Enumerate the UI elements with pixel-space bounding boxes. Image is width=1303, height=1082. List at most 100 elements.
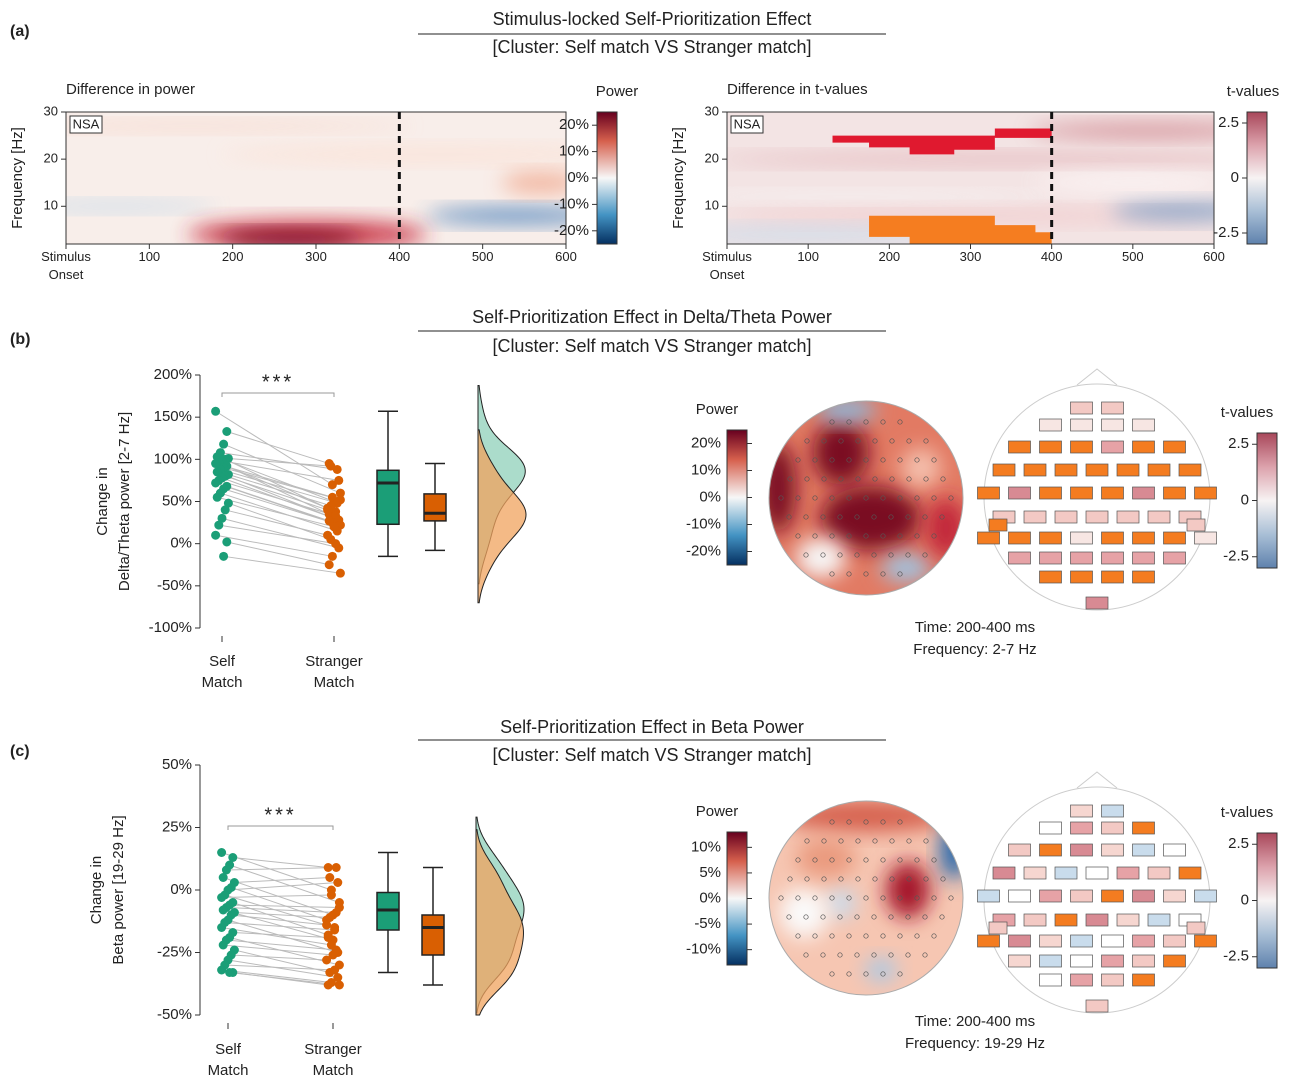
y-tick-label: 30 (44, 103, 58, 118)
data-point (217, 848, 226, 857)
colorbar-title: Power (696, 401, 739, 418)
data-point (322, 921, 331, 930)
data-point (219, 552, 228, 561)
colorbar-tick-label: -20% (554, 222, 589, 239)
data-point (222, 537, 231, 546)
electrode-cell (1102, 890, 1124, 902)
y-axis-label: Change in (94, 467, 111, 535)
data-point (217, 966, 226, 975)
colorbar-tick-label: 0 (1241, 491, 1249, 508)
y-tick-label: 50% (162, 492, 192, 509)
electrode-cell (1102, 844, 1124, 856)
electrode-cell (1102, 955, 1124, 967)
data-point (221, 505, 230, 514)
y-tick-label: -50% (157, 577, 192, 594)
y-tick-label: 25% (162, 818, 192, 835)
x-tick-label: 400 (388, 249, 410, 264)
colorbar-tick-label: 20% (691, 434, 721, 451)
x-tick-label: 600 (555, 249, 577, 264)
electrode-cell (1102, 935, 1124, 947)
caption: Time: 200-400 ms (915, 619, 1035, 636)
colorbar-tick-label: -10% (686, 941, 721, 958)
electrode-cell (1055, 867, 1077, 879)
pair-line (226, 868, 336, 871)
data-point (217, 893, 226, 902)
electrode-cell (1009, 890, 1031, 902)
y-tick-label: 50% (162, 756, 192, 773)
pair-line (224, 444, 341, 493)
significance-bracket (222, 393, 334, 397)
topo-blob (926, 498, 966, 558)
electrode-cell (1102, 822, 1124, 834)
electrode-cell (1040, 822, 1062, 834)
colorbar (597, 112, 617, 244)
data-point (214, 521, 223, 530)
electrode-cell (1055, 511, 1077, 523)
electrode-cell (1086, 1000, 1108, 1012)
data-point (324, 933, 333, 942)
electrode-cell (1040, 419, 1062, 431)
panel-title: Self-Prioritization Effect in Beta Power (500, 717, 804, 737)
density (476, 830, 523, 1015)
electrode-cell (1102, 487, 1124, 499)
significance-bracket (228, 826, 333, 830)
electrode-cell (1071, 890, 1093, 902)
electrode-cell (1187, 922, 1205, 934)
topo-blob (865, 958, 897, 982)
electrode-cell (1133, 844, 1155, 856)
electrode-cell (1133, 552, 1155, 564)
colorbar-tick-label: 0 (1241, 891, 1249, 908)
x-tick-label: 600 (1203, 249, 1225, 264)
data-point (336, 569, 345, 578)
topo-blob (901, 448, 941, 488)
pair-line (228, 960, 338, 978)
data-point (330, 522, 339, 531)
electrode-cell (1133, 441, 1155, 453)
electrode-cell (1040, 890, 1062, 902)
topoplot (769, 800, 968, 995)
colorbar-tick-label: 10% (691, 838, 721, 855)
data-point (213, 493, 222, 502)
electrode-cell (1071, 935, 1093, 947)
electrode-cell (1055, 464, 1077, 476)
topo-blob (940, 820, 968, 880)
x-tick-label: 200 (222, 249, 244, 264)
heatmap-blob (1033, 173, 1233, 193)
data-point (219, 941, 228, 950)
caption: Frequency: 2-7 Hz (913, 641, 1036, 658)
panel-subtitle: [Cluster: Self match VS Stranger match] (492, 336, 811, 356)
colorbar-tick-label: 0 (1231, 169, 1239, 186)
y-axis-label: Beta power [19-29 Hz] (110, 815, 127, 964)
electrode-cell (1148, 511, 1170, 523)
colorbar-title: Power (596, 83, 639, 100)
data-point (335, 981, 344, 990)
electrode-cell (978, 487, 1000, 499)
data-point (322, 956, 331, 965)
electrode-cell (1086, 464, 1108, 476)
annotation: NSA (73, 116, 100, 131)
panel-label: (a) (10, 23, 30, 40)
colorbar-tick-label: -2.5 (1213, 224, 1239, 241)
electrode-cell (1195, 487, 1217, 499)
electrode-cell (1071, 552, 1093, 564)
electrode-cell (1071, 955, 1093, 967)
electrode-cell (1071, 402, 1093, 414)
topo-blob (826, 888, 856, 918)
y-tick-label: 150% (154, 408, 192, 425)
x-tick-label: 500 (1122, 249, 1144, 264)
x-tick-label: 300 (305, 249, 327, 264)
pair-line (233, 858, 328, 868)
significance: *** (262, 371, 294, 393)
electrode-cell (1040, 955, 1062, 967)
electrode-cell (1071, 487, 1093, 499)
colorbar (1257, 433, 1277, 568)
electrode-cell (1071, 844, 1093, 856)
data-point (330, 966, 339, 975)
electrode-cell (1024, 511, 1046, 523)
pair-line (231, 955, 326, 960)
electrode-cell (1148, 464, 1170, 476)
electrode-cell (1133, 419, 1155, 431)
electrode-cell (1133, 571, 1155, 583)
electrode-cell (1040, 571, 1062, 583)
colorbar-tick-label: -10% (686, 515, 721, 532)
